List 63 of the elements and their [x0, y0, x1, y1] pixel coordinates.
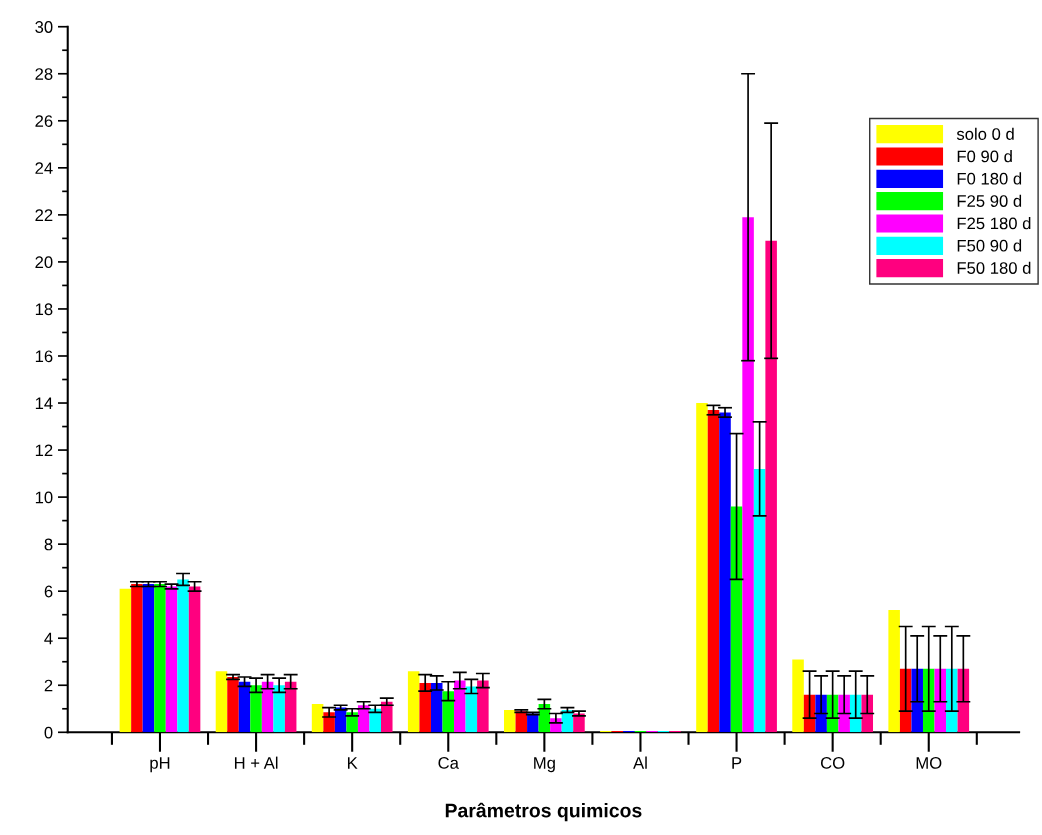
bar — [419, 682, 431, 733]
y-tick-label: 24 — [35, 162, 53, 174]
legend-label: F50 180 d — [957, 261, 1031, 274]
legend-label: solo 0 d — [956, 127, 1014, 140]
bar — [477, 680, 489, 733]
bar — [730, 506, 743, 733]
x-tick-label: H + Al — [234, 756, 278, 769]
y-tick-label: 12 — [35, 444, 53, 457]
y-tick-label: 18 — [35, 303, 53, 316]
bar — [742, 217, 754, 733]
bar — [407, 671, 420, 733]
bar — [381, 701, 393, 733]
x-tick-label: MO — [916, 757, 942, 769]
bar — [311, 704, 324, 733]
bar — [177, 579, 189, 733]
y-tick-label: 0 — [44, 726, 53, 739]
bar — [215, 671, 228, 733]
x-axis-title: Parâmetros quimicos — [445, 802, 642, 822]
legend-label: F25 90 d — [957, 194, 1022, 207]
bar — [696, 403, 708, 733]
y-tick-label: 20 — [35, 256, 53, 269]
bar — [238, 681, 251, 733]
x-tick-label: Ca — [438, 757, 459, 769]
x-tick-label: CO — [821, 757, 845, 769]
y-tick-label: 28 — [35, 68, 53, 80]
bar — [119, 588, 132, 733]
y-tick-label: 16 — [35, 350, 53, 363]
y-tick-label: 6 — [44, 585, 53, 598]
y-tick-label: 22 — [35, 209, 53, 221]
y-tick-label: 2 — [44, 679, 53, 692]
bar — [227, 677, 239, 733]
bar — [430, 682, 443, 733]
x-tick-label: P — [732, 757, 742, 769]
bar — [792, 659, 804, 733]
bar — [888, 610, 900, 733]
x-tick-label: pH — [150, 757, 170, 773]
y-tick-label: 8 — [44, 538, 53, 551]
bar — [273, 685, 285, 733]
y-tick-label: 10 — [35, 491, 53, 504]
x-tick-label: K — [347, 757, 358, 769]
bar — [142, 584, 155, 733]
x-tick-label: Mg — [534, 757, 555, 773]
bar — [165, 586, 178, 733]
y-tick-label: 26 — [35, 115, 53, 127]
x-tick-label: Al — [633, 756, 647, 769]
legend-label: F50 90 d — [957, 239, 1022, 252]
bar — [131, 584, 143, 733]
legend-label: F0 180 d — [957, 172, 1022, 185]
bar — [454, 680, 466, 733]
bar — [765, 240, 777, 733]
y-tick-label: 14 — [35, 397, 53, 410]
bar — [465, 686, 478, 733]
bar — [707, 410, 720, 733]
bar — [250, 685, 262, 733]
legend-label: F25 180 d — [957, 217, 1031, 230]
bar — [719, 412, 731, 733]
bar — [188, 586, 201, 733]
bar — [753, 468, 766, 733]
legend-label: F0 90 d — [957, 150, 1012, 163]
y-tick-label: 30 — [35, 21, 53, 33]
bar — [504, 709, 516, 733]
bar — [154, 584, 166, 733]
y-tick-label: 4 — [44, 632, 53, 645]
